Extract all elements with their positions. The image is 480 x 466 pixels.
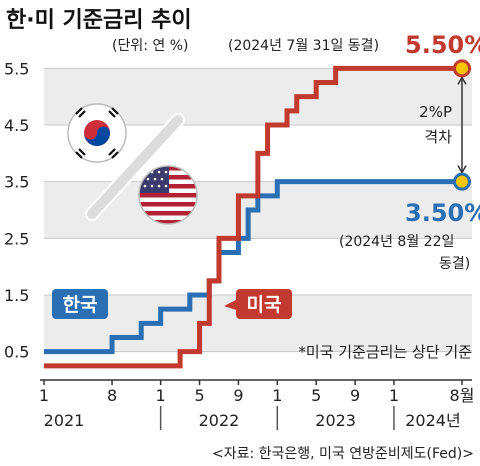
y-tick-label: 3.5 <box>4 173 29 192</box>
x-tick-label: 1 <box>39 386 49 405</box>
source-note: <자료: 한국은행, 미국 연방준비제도(Fed)> <box>212 446 474 462</box>
x-year-label: 2024년 <box>405 411 460 430</box>
x-tick-label: 5 <box>311 386 321 405</box>
us-series-label: 미국 <box>224 289 292 319</box>
korea-endpoint-marker <box>453 172 471 191</box>
y-tick-label: 1.5 <box>4 286 29 305</box>
y-tick-label: 2.5 <box>4 229 29 248</box>
kr-end-value: 3.50% <box>405 199 480 227</box>
gap-label-line2: 격차 <box>424 128 452 146</box>
x-year-label: 2021 <box>44 411 85 430</box>
unit-note: (단위: 연 %) <box>112 38 188 54</box>
x-tick-label: 1 <box>389 386 399 405</box>
us-label-text: 미국 <box>247 294 282 316</box>
x-tick-label: 9 <box>233 386 243 405</box>
flag-decoration <box>85 113 185 221</box>
footnote: *미국 기준금리는 상단 기준 <box>298 343 472 361</box>
y-tick-label: 5.5 <box>4 59 29 78</box>
chart-title: 한·미 기준금리 추이 <box>6 8 192 33</box>
x-tick-label: 8 <box>107 386 117 405</box>
endpoints <box>453 59 471 191</box>
us-flag-icon <box>138 165 198 225</box>
x-tick-label: 1 <box>156 386 166 405</box>
korea-series-label: 한국 <box>52 289 108 319</box>
y-tick-label: 4.5 <box>4 116 29 135</box>
us-end-note: (2024년 7월 31일 동결) <box>228 38 379 54</box>
kr-end-note-line1: (2024년 8월 22일 <box>339 234 454 250</box>
y-tick-label: 0.5 <box>4 343 29 362</box>
us-endpoint-marker <box>453 59 471 78</box>
korea-label-text: 한국 <box>63 294 98 316</box>
kr-end-note-line2: 동결) <box>439 256 470 272</box>
us-rate-line <box>44 65 462 369</box>
chart-series <box>44 65 462 369</box>
x-tick-label: 9 <box>350 386 360 405</box>
x-year-label: 2022 <box>199 411 240 430</box>
x-tick-label: 1 <box>272 386 282 405</box>
x-tick-label: 8월 <box>450 386 475 405</box>
us-end-value: 5.50% <box>405 31 480 59</box>
gap-label-line1: 2%P <box>419 103 452 121</box>
korea-flag-icon <box>67 103 127 163</box>
x-year-label: 2023 <box>315 411 356 430</box>
x-tick-label: 5 <box>194 386 204 405</box>
